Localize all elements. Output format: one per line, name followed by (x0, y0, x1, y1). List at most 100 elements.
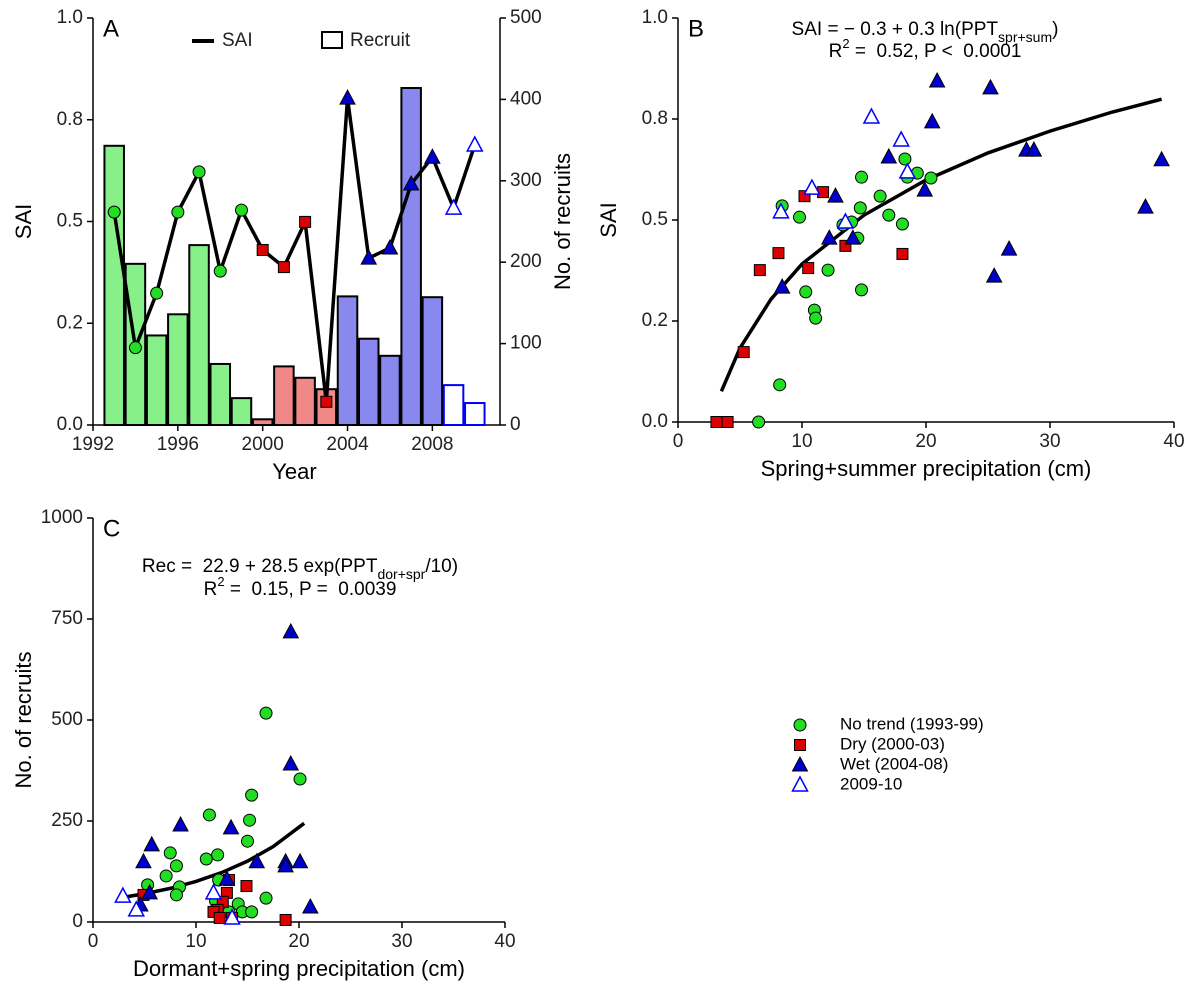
marker (772, 247, 785, 260)
equation-text: ) (1052, 19, 1058, 40)
marker (159, 869, 173, 883)
bar (209, 362, 232, 427)
bar (294, 376, 316, 426)
marker (169, 859, 183, 873)
marker (135, 852, 152, 869)
marker (199, 852, 213, 866)
marker (836, 212, 855, 229)
marker (791, 775, 809, 792)
marker (277, 856, 294, 873)
y-tick-label: 1.0 (57, 7, 83, 28)
bar (400, 87, 422, 426)
marker (928, 71, 946, 88)
bar (357, 337, 380, 426)
legend-label: Recruit (350, 30, 411, 51)
stat-text: = 0.15, P = 0.0039 (225, 579, 397, 600)
marker (259, 891, 273, 905)
marker (291, 852, 309, 869)
marker (211, 848, 225, 862)
y-axis-title: SAI (11, 204, 36, 239)
marker (802, 262, 815, 275)
y-tick-label: 250 (51, 810, 83, 831)
marker (773, 378, 787, 392)
marker (222, 818, 240, 835)
y-tick-label: 0.0 (642, 411, 668, 432)
marker (827, 187, 844, 203)
y-tick-label: 0.8 (57, 109, 83, 130)
sai-line (112, 97, 477, 403)
bar (442, 384, 465, 427)
marker (898, 162, 917, 179)
marker (171, 205, 185, 219)
bar (421, 296, 444, 426)
marker (381, 238, 399, 255)
marker (128, 341, 142, 355)
marker (204, 883, 223, 900)
marker (855, 170, 869, 184)
marker (817, 186, 830, 199)
marker (1000, 240, 1018, 256)
x-axis-title: Year (272, 459, 316, 484)
y-axis-title: SAI (596, 202, 621, 237)
marker (466, 135, 484, 152)
x-tick-label: 20 (288, 931, 309, 952)
marker (402, 174, 420, 191)
marker (301, 897, 319, 914)
fit-curve (719, 97, 1163, 392)
x-tick-label: 30 (1039, 431, 1060, 452)
marker (277, 261, 290, 274)
marker (809, 311, 823, 325)
y-tick-label: 0.0 (57, 414, 83, 435)
marker (245, 788, 259, 802)
equation-text: SAI = − 0.3 + 0.3 ln(PPT (792, 19, 999, 40)
y-tick-label: 0.2 (642, 310, 668, 331)
marker (192, 165, 206, 179)
marker (853, 201, 867, 215)
x-tick-label: 30 (391, 931, 412, 952)
y-tick-label: 0.2 (57, 312, 83, 333)
marker (898, 152, 912, 166)
bar (188, 244, 210, 426)
marker (107, 205, 121, 219)
marker (753, 264, 766, 277)
marker (279, 913, 292, 926)
marker (916, 181, 934, 197)
marker (820, 229, 838, 245)
marker (923, 112, 941, 129)
marker (798, 190, 811, 203)
marker (213, 264, 227, 278)
marker (855, 283, 869, 297)
y2-tick-label: 0 (510, 414, 521, 435)
x-tick-label: 20 (915, 431, 936, 452)
x-tick-label: 2008 (411, 434, 453, 455)
x-tick-label: 1996 (157, 434, 199, 455)
x-tick-label: 2000 (242, 434, 284, 455)
y-tick-label: 0.5 (642, 209, 668, 230)
bar (273, 365, 295, 426)
marker (710, 416, 723, 428)
marker (234, 203, 248, 217)
marker (752, 415, 766, 429)
marker (207, 905, 220, 918)
bar (464, 402, 486, 427)
y-tick-label: 1000 (41, 507, 83, 528)
marker (320, 395, 333, 408)
marker (241, 834, 254, 848)
x-tick-label: 2004 (326, 434, 369, 455)
legend-label: Wet (2004-08) (840, 754, 948, 773)
marker (982, 78, 999, 95)
marker (360, 249, 378, 265)
y2-tick-label: 300 (510, 170, 542, 191)
marker (895, 217, 909, 231)
bar (379, 354, 401, 426)
stat-text: = 0.52, P < 0.0001 (850, 41, 1022, 62)
marker (862, 107, 881, 124)
equation-stats: R2 = 0.52, P < 0.0001 (829, 36, 1022, 62)
equation-text: /10) (425, 556, 458, 577)
marker (1137, 198, 1154, 214)
y-tick-label: 750 (51, 608, 83, 629)
bar (103, 144, 125, 426)
legend-label: SAI (222, 30, 253, 51)
marker (873, 189, 887, 203)
